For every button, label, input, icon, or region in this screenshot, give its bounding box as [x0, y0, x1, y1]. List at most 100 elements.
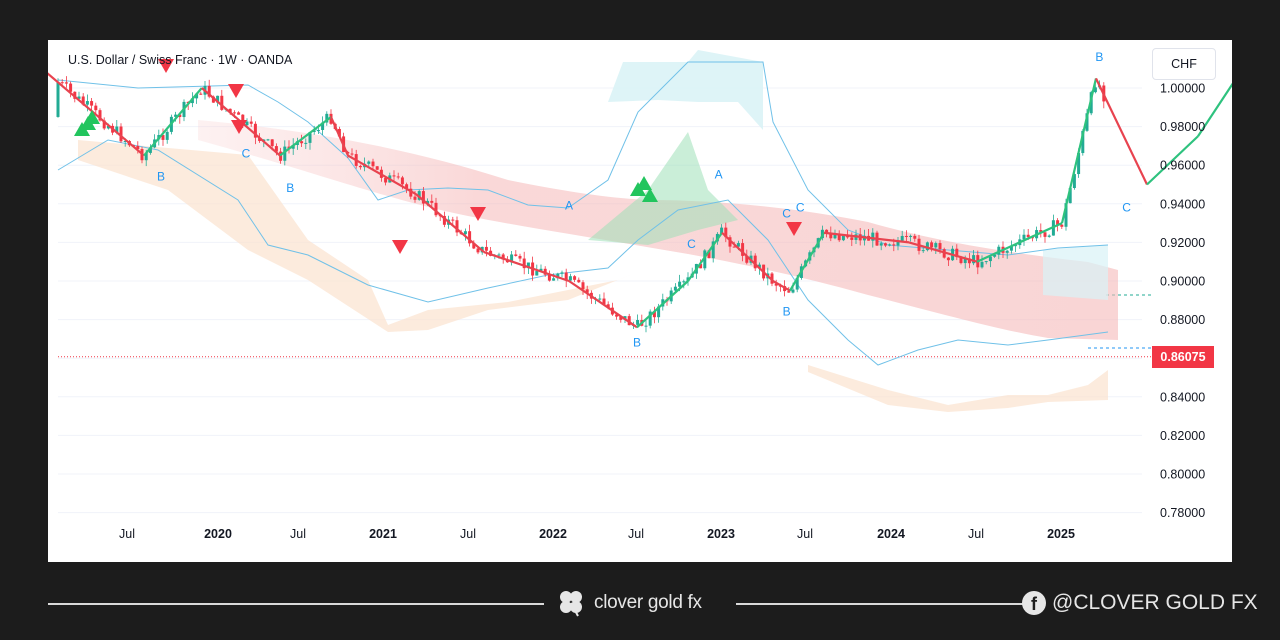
candle-body	[199, 93, 203, 95]
brand-name: clover gold fx	[594, 592, 702, 613]
candle-body	[913, 235, 917, 239]
candle-body	[174, 114, 178, 117]
candle-body	[455, 220, 459, 233]
wave-label: C	[782, 206, 791, 220]
candle-body	[165, 131, 169, 140]
candle-body	[900, 235, 904, 241]
candle-body	[955, 248, 959, 258]
swing-segment	[143, 87, 203, 157]
candle-body	[430, 200, 434, 203]
candle-body	[451, 219, 455, 221]
candle-body	[396, 176, 400, 178]
candle-body	[106, 125, 110, 129]
candle-body	[98, 110, 102, 121]
candle-body	[266, 139, 270, 141]
x-tick-label: Jul	[797, 527, 813, 541]
candle-body	[648, 311, 652, 326]
candle-body	[249, 121, 253, 124]
candle-body	[85, 101, 89, 105]
candle-body	[1009, 246, 1013, 251]
candle-body	[123, 140, 127, 142]
candle-body	[232, 112, 236, 114]
signal-markers	[74, 59, 802, 254]
sell-signal-icon	[786, 222, 802, 236]
candle-body	[1043, 232, 1047, 237]
candle-body	[102, 120, 106, 129]
candle-body	[606, 304, 610, 308]
candle-body	[270, 139, 274, 147]
candle-body	[728, 237, 732, 247]
x-tick-label: 2024	[877, 527, 905, 541]
swing-segment	[721, 231, 774, 282]
swing-segment	[772, 280, 791, 292]
candle-body	[241, 114, 245, 126]
candle-body	[409, 188, 413, 197]
candle-body	[837, 234, 841, 241]
candle-body	[190, 98, 194, 104]
candle-body	[211, 96, 215, 103]
candle-body	[644, 325, 648, 327]
swing-segment	[415, 193, 485, 253]
candle-body	[711, 241, 715, 259]
candle-body	[573, 276, 577, 280]
candle-body	[526, 262, 530, 269]
candle-body	[207, 85, 211, 97]
wave-label: B	[633, 336, 641, 350]
swing-segment	[1197, 82, 1232, 137]
candle-body	[274, 146, 278, 152]
swing-segment	[347, 154, 417, 196]
candle-body	[556, 273, 560, 279]
candle-body	[468, 231, 472, 244]
candle-body	[581, 282, 585, 290]
y-tick-label: 0.92000	[1160, 236, 1205, 250]
y-tick-label: 0.94000	[1160, 197, 1205, 211]
swing-segment	[823, 231, 910, 244]
chart-title: U.S. Dollar / Swiss Franc · 1W · OANDA	[68, 53, 293, 67]
channel-line-lower	[57, 139, 1109, 366]
candle-body	[421, 191, 425, 204]
y-tick-label: 0.78000	[1160, 506, 1205, 520]
candle-body	[673, 286, 677, 291]
candle-body	[736, 243, 740, 247]
candle-body	[892, 244, 896, 246]
candle-body	[1056, 220, 1060, 225]
candle-body	[1093, 87, 1097, 93]
candle-body	[216, 95, 220, 103]
candle-body	[699, 263, 703, 269]
candle-body	[472, 243, 476, 249]
currency-selector[interactable]: CHF	[1152, 48, 1216, 80]
y-tick-label: 0.82000	[1160, 429, 1205, 443]
swing-segment	[789, 232, 825, 292]
buy-signal-icon	[636, 176, 652, 190]
last-price-tag: 0.86075	[1152, 346, 1214, 368]
swing-segment	[483, 251, 570, 283]
buy-signal-icon	[84, 110, 100, 124]
candle-body	[741, 243, 745, 256]
footer: clover gold fx f @CLOVER GOLD FX	[0, 572, 1280, 632]
x-tick-label: Jul	[968, 527, 984, 541]
y-tick-label: 0.90000	[1160, 275, 1205, 289]
candle-body	[678, 281, 682, 287]
candle-body	[1072, 174, 1076, 189]
wave-label: C	[796, 201, 805, 215]
wave-label: B	[783, 305, 791, 319]
social-text: @CLOVER GOLD FX	[1052, 591, 1258, 614]
candle-body	[367, 161, 371, 164]
candle-body	[77, 96, 81, 99]
candle-body	[925, 242, 929, 251]
candle-body	[963, 258, 967, 264]
wave-label: C	[242, 146, 251, 160]
candle-body	[1081, 130, 1085, 154]
x-tick-label: Jul	[460, 527, 476, 541]
x-tick-label: Jul	[119, 527, 135, 541]
swing-segment	[1095, 77, 1148, 185]
candle-body	[946, 257, 950, 261]
candle-body	[90, 101, 94, 106]
candle-body	[312, 130, 316, 133]
candle-body	[400, 177, 404, 185]
swing-segment	[568, 280, 638, 329]
social-handle[interactable]: f @CLOVER GOLD FX	[1022, 586, 1258, 620]
footer-divider-left	[48, 603, 544, 605]
